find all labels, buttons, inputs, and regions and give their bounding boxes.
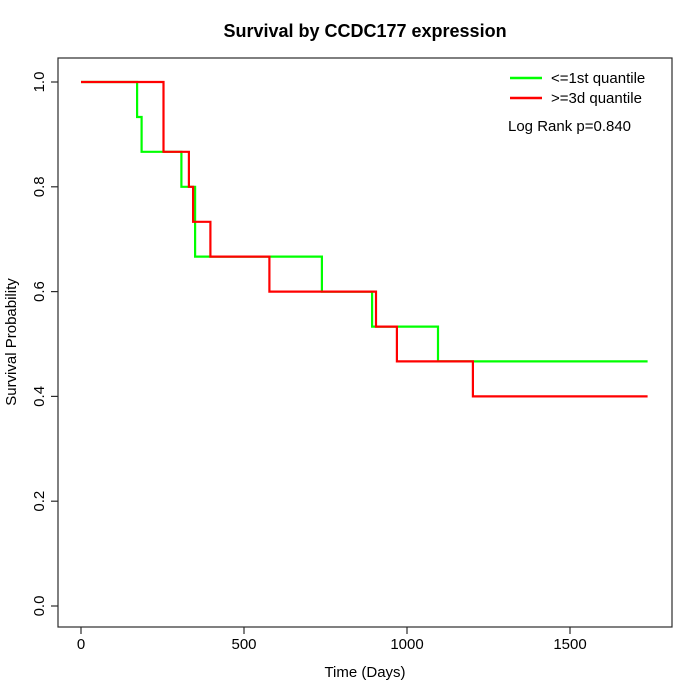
- x-tick-label: 0: [77, 636, 85, 653]
- y-tick-label: 0.4: [31, 386, 48, 407]
- x-tick-label: 500: [231, 636, 256, 653]
- y-tick-label: 0.8: [31, 176, 48, 197]
- x-tick-label: 1000: [390, 636, 423, 653]
- y-tick-label: 0.2: [31, 491, 48, 512]
- plot-box: [57, 57, 673, 628]
- log-rank-pvalue: Log Rank p=0.840: [508, 118, 631, 135]
- legend: <=1st quantile >=3d quantile Log Rank p=…: [508, 70, 645, 135]
- y-tick-label: 0.6: [31, 281, 48, 302]
- legend-label-third-quantile: >=3d quantile: [551, 90, 642, 107]
- chart-title: Survival by CCDC177 expression: [223, 21, 506, 41]
- x-axis-label: Time (Days): [324, 664, 405, 681]
- legend-label-first-quantile: <=1st quantile: [551, 70, 645, 87]
- y-tick-label: 1.0: [31, 72, 48, 93]
- y-axis-label: Survival Probability: [3, 278, 20, 406]
- x-tick-label: 1500: [553, 636, 586, 653]
- plot-area: 0 500 1000 1500 0.0 0.2 0.4 0.6 0.8 1.0: [31, 57, 673, 653]
- y-tick-label: 0.0: [31, 596, 48, 617]
- survival-curve-third-quantile: [81, 80, 648, 398]
